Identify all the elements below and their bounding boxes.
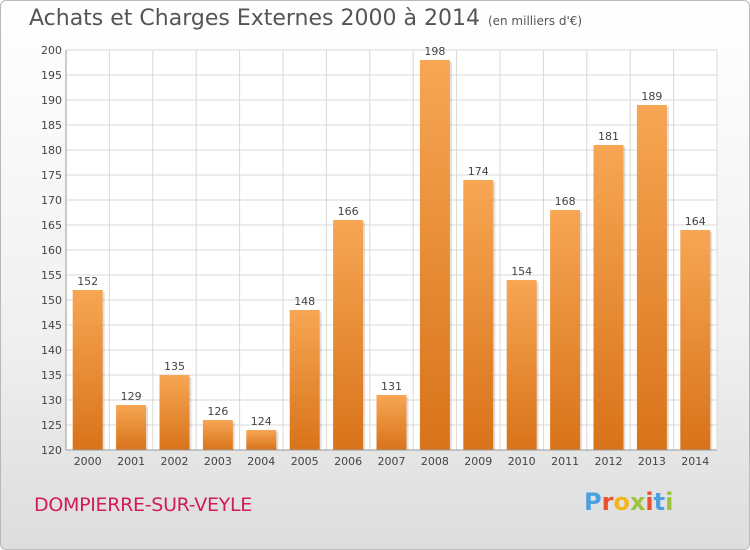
- value-label: 152: [77, 275, 98, 288]
- x-tick-label: 2012: [595, 455, 623, 468]
- value-label: 189: [641, 90, 662, 103]
- x-tick-label: 2005: [291, 455, 319, 468]
- proxiti-logo: Proxiti: [584, 488, 673, 516]
- y-tick-label: 145: [41, 319, 62, 332]
- y-tick-label: 185: [41, 119, 62, 132]
- x-tick-label: 2000: [74, 455, 102, 468]
- x-tick-label: 2004: [247, 455, 275, 468]
- y-tick-label: 195: [41, 69, 62, 82]
- value-label: 135: [164, 360, 185, 373]
- bar-2013: [636, 105, 667, 450]
- x-tick-label: 2006: [334, 455, 362, 468]
- y-tick-label: 155: [41, 269, 62, 282]
- bar-2000: [72, 290, 103, 450]
- logo-letter: r: [601, 488, 614, 516]
- x-tick-label: 2008: [421, 455, 449, 468]
- value-label: 181: [598, 130, 619, 143]
- x-tick-label: 2001: [117, 455, 145, 468]
- bar-2005: [289, 310, 320, 450]
- bar-2007: [376, 395, 407, 450]
- y-tick-label: 150: [41, 294, 62, 307]
- y-tick-label: 120: [41, 444, 62, 457]
- y-tick-label: 140: [41, 344, 62, 357]
- value-label: 174: [468, 165, 489, 178]
- value-label: 198: [424, 45, 445, 58]
- bar-2010: [506, 280, 537, 450]
- value-label: 124: [251, 415, 272, 428]
- bar-2012: [593, 145, 624, 450]
- value-label: 148: [294, 295, 315, 308]
- y-tick-label: 130: [41, 394, 62, 407]
- y-tick-label: 180: [41, 144, 62, 157]
- x-tick-label: 2002: [161, 455, 189, 468]
- logo-letter: o: [613, 488, 630, 516]
- chart-title: Achats et Charges Externes 2000 à 2014 (e…: [29, 6, 582, 31]
- logo-letter: i: [645, 488, 654, 516]
- logo-letter: P: [584, 488, 602, 516]
- x-tick-label: 2010: [508, 455, 536, 468]
- y-tick-label: 190: [41, 94, 62, 107]
- x-tick-label: 2011: [551, 455, 579, 468]
- y-tick-label: 165: [41, 219, 62, 232]
- value-label: 131: [381, 380, 402, 393]
- bar-2009: [463, 180, 494, 450]
- bar-2006: [333, 220, 364, 450]
- commune-name: DOMPIERRE-SUR-VEYLE: [34, 494, 252, 516]
- x-tick-label: 2013: [638, 455, 666, 468]
- value-label: 166: [338, 205, 359, 218]
- value-label: 126: [207, 405, 228, 418]
- bar-2008: [419, 60, 450, 450]
- y-tick-label: 175: [41, 169, 62, 182]
- chart-subtitle: (en milliers d'€): [487, 14, 583, 28]
- y-tick-label: 135: [41, 369, 62, 382]
- logo-letter: i: [665, 488, 674, 516]
- bar-2002: [159, 375, 190, 450]
- value-label: 168: [555, 195, 576, 208]
- bar-2011: [550, 210, 581, 450]
- x-tick-label: 2009: [464, 455, 492, 468]
- bar-2003: [202, 420, 233, 450]
- bar-2001: [116, 405, 147, 450]
- y-tick-label: 200: [41, 44, 62, 57]
- value-label: 154: [511, 265, 532, 278]
- logo-letter: t: [653, 488, 666, 516]
- bar-2014: [680, 230, 711, 450]
- chart-title-text: Achats et Charges Externes 2000 à 2014: [29, 6, 480, 31]
- y-tick-label: 170: [41, 194, 62, 207]
- x-tick-label: 2014: [681, 455, 709, 468]
- y-tick-label: 125: [41, 419, 62, 432]
- x-tick-label: 2007: [378, 455, 406, 468]
- bar-2004: [246, 430, 277, 450]
- logo-letter: x: [629, 488, 646, 516]
- value-label: 164: [685, 215, 706, 228]
- y-tick-label: 160: [41, 244, 62, 257]
- x-tick-label: 2003: [204, 455, 232, 468]
- value-label: 129: [121, 390, 142, 403]
